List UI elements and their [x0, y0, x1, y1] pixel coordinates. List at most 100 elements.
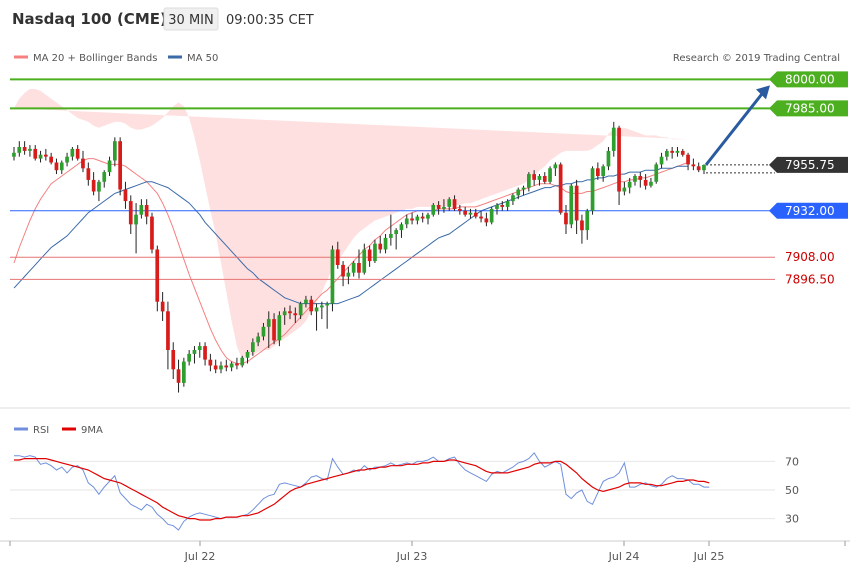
- candle-body: [282, 311, 287, 316]
- candle-body: [394, 230, 398, 234]
- candle-body: [208, 359, 213, 366]
- level-tag: [769, 71, 848, 88]
- candle-body: [65, 156, 69, 163]
- candle-body: [155, 249, 160, 302]
- candle-body: [691, 164, 696, 167]
- candle: [256, 332, 260, 347]
- candle: [638, 172, 643, 188]
- candle-body: [341, 264, 345, 277]
- candle-body: [367, 249, 372, 262]
- candle: [192, 346, 197, 364]
- candle: [277, 311, 282, 347]
- candle-body: [235, 363, 239, 366]
- candle-body: [298, 303, 303, 316]
- candle-body: [272, 319, 276, 341]
- candle-body: [176, 369, 181, 383]
- candle: [203, 342, 207, 366]
- candle-body: [389, 234, 393, 238]
- candle: [28, 145, 32, 157]
- candle-body: [49, 156, 53, 163]
- candle: [12, 147, 16, 161]
- candle-body: [22, 147, 27, 151]
- candle: [643, 174, 648, 190]
- candle-body: [505, 201, 510, 207]
- candle-body: [420, 216, 425, 219]
- candle: [702, 164, 706, 175]
- candle-body: [702, 164, 706, 171]
- rsi-tick-label: 70: [785, 455, 799, 468]
- candle-body: [187, 353, 191, 362]
- candle: [670, 147, 674, 159]
- candle-body: [404, 218, 409, 225]
- candle: [341, 261, 345, 287]
- candle: [532, 170, 536, 186]
- candle: [91, 172, 96, 196]
- candle: [282, 307, 287, 325]
- candle: [261, 322, 266, 341]
- candle-body: [495, 205, 499, 209]
- candle: [266, 311, 271, 349]
- candle: [213, 359, 218, 374]
- candle-body: [649, 181, 653, 186]
- candle-body: [452, 199, 457, 209]
- candle: [542, 172, 547, 184]
- candle: [404, 214, 409, 229]
- candle: [75, 145, 80, 161]
- candle-body: [527, 174, 531, 188]
- candle-body: [325, 303, 329, 306]
- candle: [245, 350, 250, 364]
- candle: [574, 179, 579, 234]
- candle-body: [458, 208, 462, 211]
- candle: [38, 150, 43, 163]
- candle: [229, 361, 234, 372]
- candle: [102, 170, 107, 188]
- candle: [367, 245, 372, 267]
- x-tick-label: Jul 22: [184, 550, 216, 563]
- candle: [118, 137, 122, 196]
- candle-body: [431, 205, 436, 215]
- candle-body: [182, 361, 186, 383]
- candle-body: [12, 152, 16, 157]
- candle: [659, 152, 664, 169]
- candle: [627, 177, 632, 194]
- candle: [346, 266, 351, 285]
- candle-body: [362, 249, 367, 273]
- rsi-line: [14, 452, 710, 531]
- candle: [362, 243, 367, 275]
- interval-badge[interactable]: [163, 7, 219, 31]
- candle-body: [351, 263, 356, 273]
- candle-body: [500, 205, 505, 207]
- candle-body: [696, 166, 701, 171]
- candle-body: [113, 141, 117, 161]
- candle-body: [251, 342, 255, 352]
- candle-body: [415, 216, 420, 221]
- projection-arrow-head: [756, 85, 770, 100]
- candle-body: [585, 210, 590, 231]
- candle-body: [261, 326, 266, 337]
- candle: [357, 249, 361, 279]
- x-tick-label: Jul 23: [396, 550, 428, 563]
- candle: [298, 301, 303, 320]
- price-panel: 8000.00 7985.00 7955.75 7932.00 7908.00 7896.…: [10, 71, 848, 393]
- level-label: 7985.00: [785, 101, 835, 115]
- candle: [558, 162, 563, 215]
- candle: [696, 162, 701, 173]
- candle-body: [442, 206, 446, 209]
- candle-body: [346, 272, 351, 277]
- candle-body: [537, 176, 542, 180]
- candle: [144, 199, 149, 225]
- candle: [680, 148, 685, 157]
- candle-body: [410, 218, 414, 221]
- candle-body: [335, 249, 340, 265]
- candle: [97, 179, 101, 202]
- candle: [171, 342, 176, 379]
- candle: [304, 295, 308, 308]
- candle-body: [617, 127, 621, 192]
- candle-body: [378, 243, 383, 250]
- candle-body: [468, 212, 473, 215]
- candle: [548, 166, 552, 184]
- candle: [235, 357, 239, 370]
- candle: [601, 164, 605, 182]
- candle-body: [357, 263, 361, 273]
- level-tag: [769, 202, 848, 219]
